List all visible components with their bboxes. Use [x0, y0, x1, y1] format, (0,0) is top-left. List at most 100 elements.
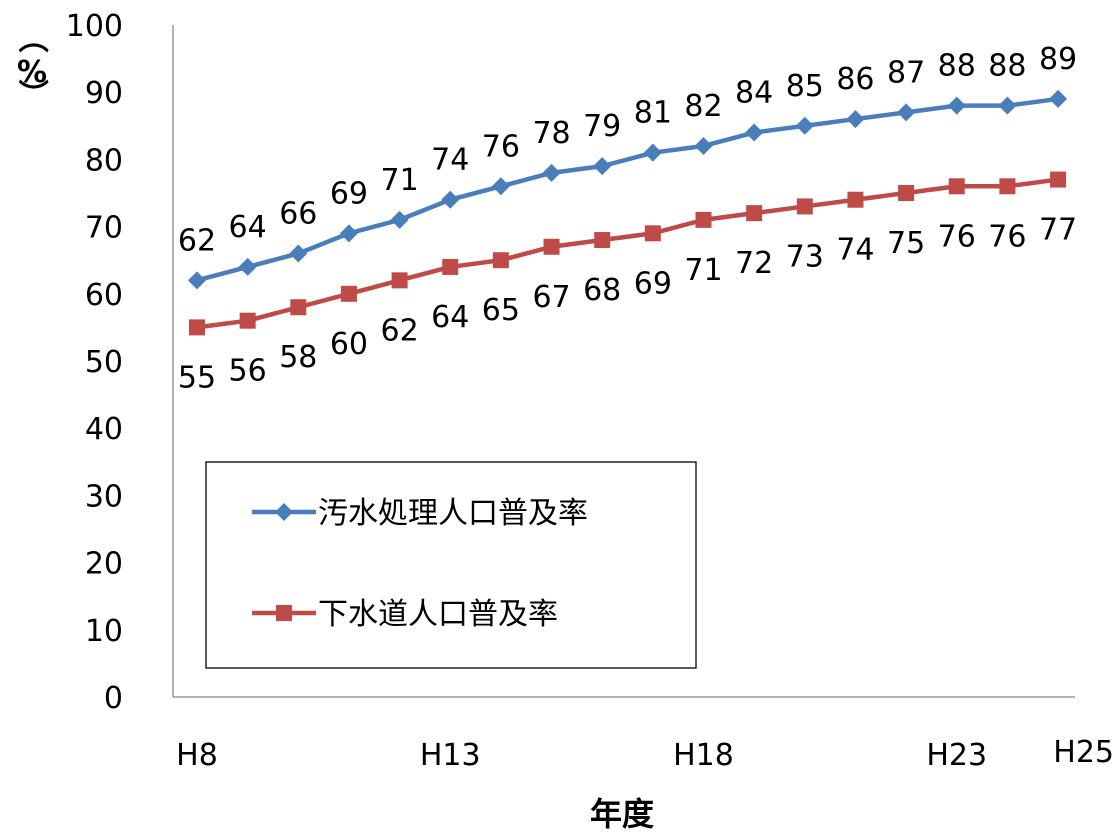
series-1-data-label: 76: [482, 129, 520, 164]
series-1-data-label: 84: [735, 76, 773, 111]
x-tick-label: H13: [420, 738, 481, 773]
series-2-point: [644, 225, 661, 242]
series-1-data-label: 82: [684, 89, 722, 124]
series-2-point: [442, 258, 459, 275]
series-2-point: [847, 191, 864, 208]
series-2-data-label: 62: [381, 313, 419, 348]
series-1-point: [390, 210, 409, 229]
series-2-point: [1050, 171, 1067, 188]
series-1-point: [795, 116, 814, 135]
x-tick-label: H8: [176, 738, 218, 773]
legend-label-2: 下水道人口普及率: [318, 597, 558, 632]
series-line-2: [196, 177, 1059, 330]
series-2-point: [948, 178, 965, 195]
series-2-data-label: 55: [178, 360, 216, 395]
series-2-data-label: 73: [786, 239, 824, 274]
y-tick-label: 90: [85, 76, 123, 111]
y-tick-label: 40: [85, 412, 123, 447]
series-2-point: [898, 185, 915, 201]
series-1-data-label: 71: [381, 163, 419, 198]
x-tick-label: H25: [1053, 735, 1114, 770]
series-2-point: [189, 319, 205, 336]
y-axis-title-char: ）: [14, 79, 49, 109]
y-axis-title-char: %: [17, 55, 47, 90]
series-2-point: [543, 238, 560, 255]
y-axis-title-char: （: [14, 23, 49, 53]
x-tick-labels: H8 H13 H18 H23 H25: [176, 735, 1114, 773]
x-axis-title: 年度: [590, 795, 654, 833]
series-1-data-label: 85: [786, 69, 824, 104]
series-2-data-label: 76: [938, 219, 976, 254]
legend-marker-2: [276, 605, 292, 621]
series-2-data-label: 69: [634, 266, 672, 301]
series-2-data-label: 71: [684, 253, 722, 288]
y-tick-label: 70: [85, 211, 123, 246]
series-1-point: [491, 177, 510, 196]
series-1-point: [1049, 89, 1068, 108]
y-tick-label: 30: [85, 479, 123, 514]
series-1-point: [643, 143, 662, 162]
series-1-point: [441, 190, 460, 209]
series-2-data-label: 56: [229, 354, 267, 389]
series-1-data-label: 62: [178, 223, 216, 258]
y-tick-label: 80: [85, 143, 123, 178]
series-1-data-label: 88: [988, 49, 1026, 84]
series-1-data-label: 88: [938, 49, 976, 84]
legend-marker-1: [275, 503, 293, 521]
series-1-point: [998, 96, 1017, 115]
series-2-data-label: 60: [330, 327, 368, 362]
series-1-data-label: 78: [532, 116, 570, 151]
legend-label-1: 汚水処理人口普及率: [318, 496, 588, 531]
series-1-data-label: 81: [634, 96, 672, 131]
series-line-1: [196, 96, 1059, 283]
y-tick-label: 60: [85, 278, 123, 313]
series-2-point: [492, 252, 509, 269]
y-tick-label: 20: [85, 547, 123, 582]
series-2-point: [239, 312, 256, 329]
series-2-data-label: 58: [279, 340, 317, 375]
series-1-point: [947, 96, 966, 115]
series-2-point: [746, 205, 763, 222]
series-1-point: [694, 136, 713, 155]
x-tick-label: H18: [673, 738, 734, 773]
series-2-data-label: 76: [988, 219, 1026, 254]
y-tick-label: 10: [85, 614, 123, 649]
series-1-data-label: 66: [279, 196, 317, 231]
series-2-data-label: 67: [532, 280, 570, 315]
y-tick-label: 0: [104, 681, 123, 716]
series-1-point: [238, 257, 257, 276]
series-1-data-label: 64: [229, 210, 267, 245]
legend-box: [205, 461, 697, 669]
y-tick-label: 100: [66, 9, 123, 44]
y-axis-title: （%）: [14, 23, 49, 109]
series-1-data-label: 79: [583, 109, 621, 144]
series-1-data-label: 69: [330, 176, 368, 211]
series-2-point: [391, 272, 408, 289]
series-1-point: [846, 110, 865, 129]
series-1-data-label: 87: [887, 55, 925, 90]
series-1-data-label: 89: [1039, 42, 1077, 77]
series-2-point: [290, 299, 307, 316]
data-labels: 62 64 66 69 71 74 76 78 79 81 82 84 85 86 87 88 88 89 55 56…: [178, 42, 1077, 395]
series-2-point: [340, 285, 357, 302]
series-1-point: [593, 157, 612, 176]
axes: [172, 25, 1075, 698]
series-2-data-label: 77: [1039, 213, 1077, 248]
y-tick-labels: 0 10 20 30 40 50 60 70 80 90 100: [66, 9, 123, 716]
series-1-point: [339, 224, 358, 243]
series-1-point: [542, 163, 561, 182]
series-1-point: [897, 103, 916, 122]
series-2-data-label: 64: [431, 300, 469, 335]
x-tick-label: H23: [926, 738, 987, 773]
series-layer: [188, 89, 1068, 336]
series-2-data-label: 65: [482, 293, 520, 328]
series-2-data-label: 75: [887, 226, 925, 261]
series-2-point: [999, 178, 1016, 195]
series-2-point: [695, 211, 712, 228]
series-2-point: [594, 232, 611, 249]
series-1-data-label: 74: [431, 143, 469, 178]
series-2-point: [796, 198, 813, 215]
series-1-data-label: 86: [836, 62, 874, 97]
